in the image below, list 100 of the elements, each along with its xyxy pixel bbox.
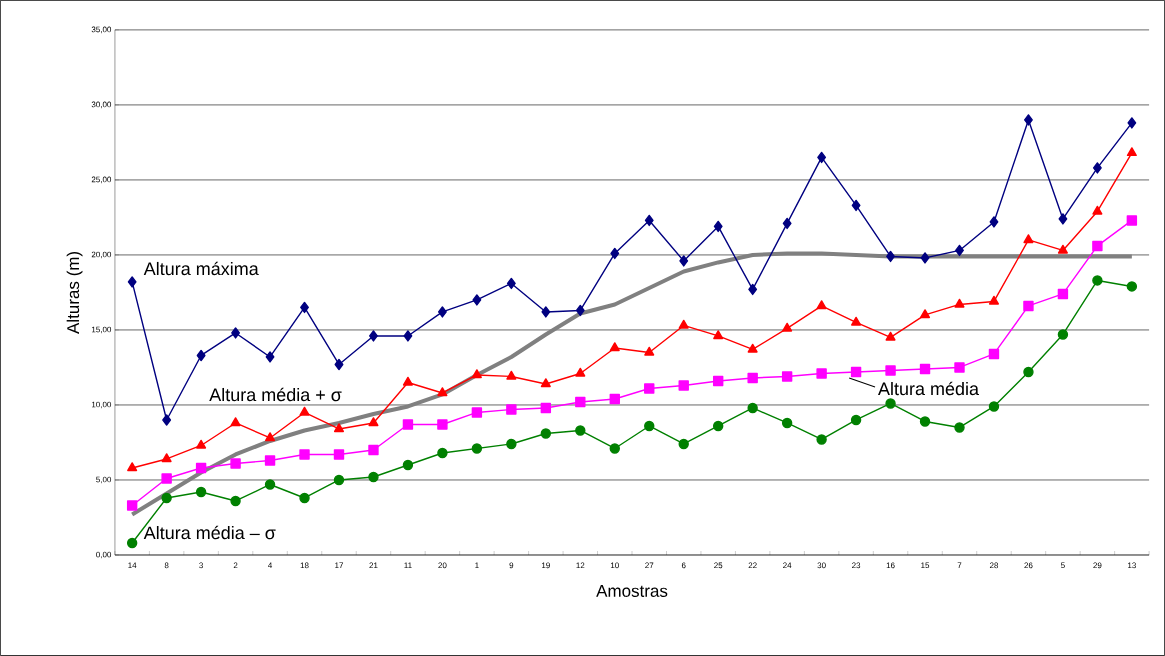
point [954,422,965,433]
point [333,423,345,433]
point [127,462,138,472]
y-axis-title: Alturas (m) [66,252,83,335]
point [712,375,724,387]
point [609,443,620,454]
point [1057,288,1069,300]
point [540,428,552,439]
point [644,383,655,394]
point [231,327,241,339]
point [230,495,241,507]
x-tick-label: 3 [199,562,203,569]
point [575,367,586,377]
x-tick-label: 12 [576,562,585,569]
point [747,402,758,414]
point [644,420,655,432]
x-tick-label: 29 [1093,562,1102,569]
point [540,402,552,414]
point [988,295,1000,305]
point [333,474,345,486]
x-tick-label: 18 [300,562,309,569]
point [885,365,896,376]
point [954,362,965,373]
x-tick-label: 5 [1061,562,1065,569]
series-label: Altura média [878,381,979,396]
point [988,401,1000,412]
point [781,371,793,382]
point [437,447,448,459]
point [886,250,896,263]
point [471,407,483,418]
point [851,199,861,212]
series-label: Altura máxima [143,261,259,276]
point [1024,114,1033,126]
point [1092,205,1103,215]
point [126,537,138,549]
point [644,214,654,227]
point [265,432,276,442]
point [782,217,792,230]
point [920,309,931,319]
point [127,276,137,288]
point [506,277,516,290]
x-tick-label: 23 [852,562,861,569]
x-tick-label: 13 [1128,562,1136,569]
point [230,458,241,469]
x-tick-label: 15 [921,562,930,569]
point [161,492,172,504]
point [161,473,172,484]
point [954,298,965,308]
point [816,368,827,379]
point [782,322,793,332]
point [1023,366,1034,378]
point [437,419,448,430]
point [471,369,482,379]
point [713,220,723,233]
point [333,449,345,460]
y-tick-label: 15,00 [91,326,112,334]
point [1092,240,1103,252]
series-label: Altura média + σ [209,387,342,402]
point [817,151,827,164]
point [678,438,689,450]
y-tick-label: 35,00 [91,26,112,34]
point [989,216,999,228]
x-tick-label: 28 [989,562,999,569]
point [506,438,517,450]
point [541,306,551,318]
point [919,363,931,375]
x-tick-label: 7 [957,562,962,569]
point [368,417,379,427]
point [919,416,931,427]
point [471,443,483,454]
x-tick-label: 11 [404,562,412,569]
point [575,425,586,436]
point [402,376,413,386]
point [126,500,138,511]
point [816,300,827,310]
point [644,346,655,356]
x-tick-label: 27 [645,562,654,569]
point [1057,329,1069,340]
point [299,449,310,460]
point [402,459,414,471]
point [540,378,551,388]
point [712,420,724,432]
point [369,330,378,342]
point [299,406,310,416]
y-tick-label: 25,00 [91,176,112,184]
point [506,404,517,415]
x-tick-label: 1 [475,562,479,569]
point [1023,300,1034,312]
point [816,434,827,445]
point [1057,244,1068,254]
point [162,414,172,426]
point [609,393,620,405]
point [885,398,896,409]
point [1023,234,1034,244]
x-tick-label: 6 [681,562,686,569]
y-tick-label: 20,00 [91,251,112,259]
point [575,304,585,317]
point [1126,281,1138,292]
point [920,252,930,264]
x-tick-label: 2 [233,562,238,569]
